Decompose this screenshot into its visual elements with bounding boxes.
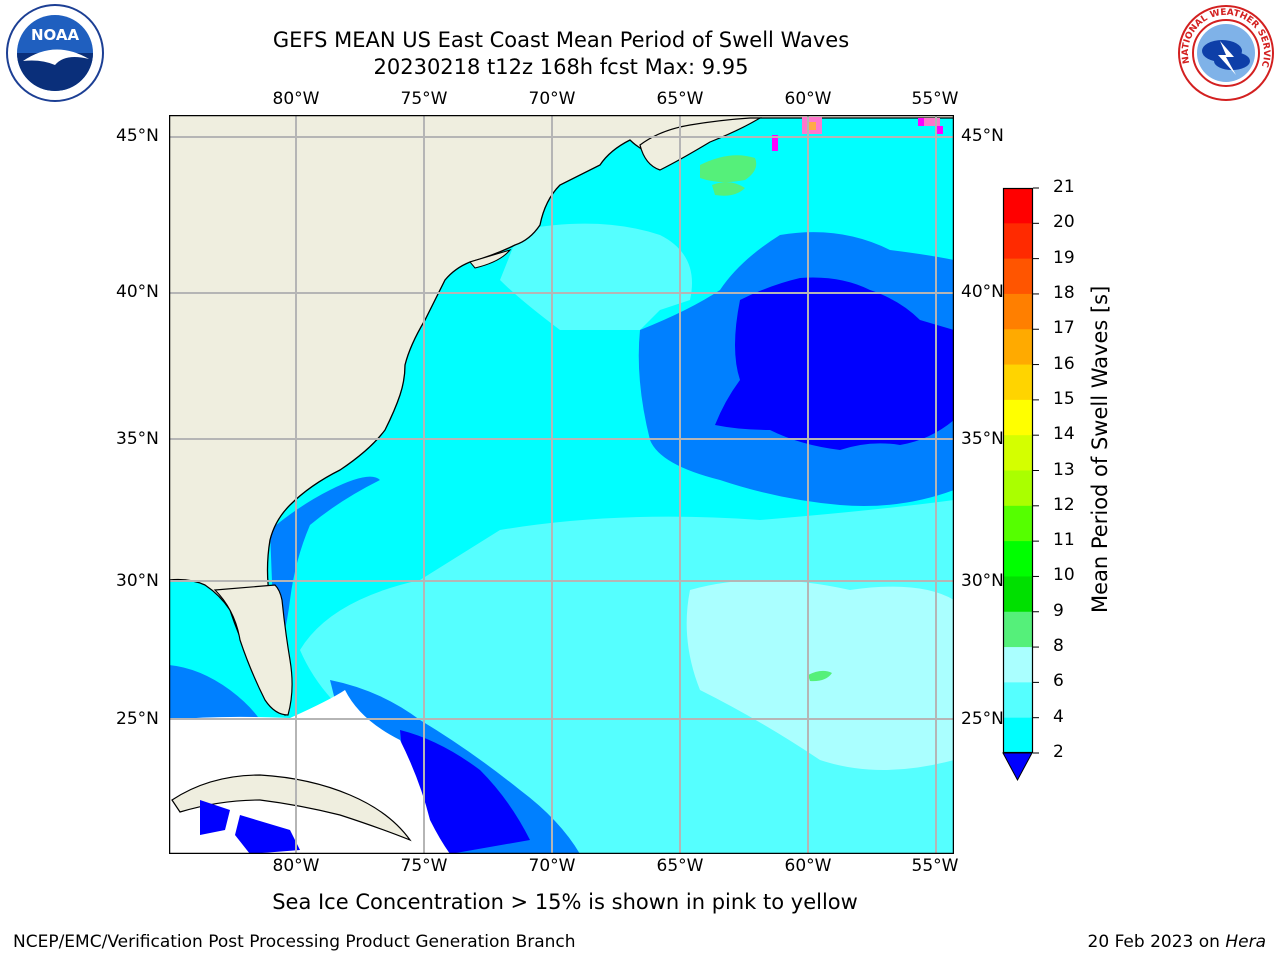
lon-label-top: 60°W [784,89,832,109]
lon-label-bottom: 75°W [400,856,448,876]
colorbar-cell [1003,576,1033,613]
colorbar-cell [1003,329,1033,366]
date-text: 20 Feb 2023 on Hera [1088,932,1266,952]
colorbar-tick-label: 15 [1053,388,1075,409]
date-label: 20 Feb 2023 on [1087,932,1220,952]
lon-label-top: 70°W [528,89,576,109]
colorbar-tick-label: 10 [1053,565,1075,586]
lon-label-bottom: 65°W [656,856,704,876]
nws-logo: NATIONAL WEATHER SERVICE [1176,3,1274,101]
caribbean-blue-patches [200,800,300,854]
lat-label-left: 35°N [116,429,159,449]
swell-period-map [169,115,954,854]
colorbar-cell [1003,293,1033,330]
colorbar-cell [1003,258,1033,295]
colorbar-tick-label: 18 [1053,282,1075,303]
colorbar-cell [1003,435,1033,471]
colorbar-tick-label: 11 [1053,530,1075,551]
colorbar-tick-label: 14 [1053,424,1075,445]
lon-label-top: 55°W [911,89,959,109]
lon-label-bottom: 55°W [911,856,959,876]
colorbar-cell [1003,717,1033,754]
lon-label-bottom: 60°W [784,856,832,876]
colorbar-tick-label: 6 [1053,671,1064,692]
colorbar [1002,187,1039,782]
colorbar-tick-label: 12 [1053,494,1075,515]
colorbar-cell [1003,470,1033,507]
colorbar-tick-label: 4 [1053,706,1064,727]
colorbar-cell [1003,682,1033,719]
noaa-logo: NOAA [6,4,104,102]
map-frame [169,115,954,854]
colorbar-tick-label: 20 [1053,212,1075,233]
sea-ice-note: Sea Ice Concentration > 15% is shown in … [272,890,858,914]
lat-label-right: 25°N [961,709,1004,729]
svg-text:NOAA: NOAA [31,26,80,44]
land-long-island [469,249,512,269]
lon-label-bottom: 80°W [272,856,320,876]
lat-label-right: 35°N [961,429,1004,449]
chart-subtitle: 20230218 t12z 168h fcst Max: 9.95 [373,55,749,79]
machine-name: Hera [1225,932,1266,952]
colorbar-frame [1002,187,1034,754]
colorbar-tick-label: 9 [1053,600,1064,621]
lon-label-top: 80°W [272,89,320,109]
lon-label-top: 75°W [400,89,448,109]
colorbar-cell [1003,647,1033,683]
colorbar-cell [1003,611,1033,648]
colorbar-cell [1003,188,1033,224]
colorbar-tick-label: 17 [1053,318,1075,339]
colorbar-tick-label: 13 [1053,459,1075,480]
lat-label-left: 30°N [116,571,159,591]
credit-text: NCEP/EMC/Verification Post Processing Pr… [13,932,576,952]
lat-label-left: 25°N [116,709,159,729]
map-gridlines [169,115,954,854]
colorbar-cell [1003,541,1033,577]
land-nova-scotia [639,117,763,171]
colorbar-tick-label: 21 [1053,177,1075,197]
colorbar-cell [1003,399,1033,436]
colorbar-cell [1003,223,1033,260]
land-cuba [171,774,412,842]
colorbar-tick-label: 8 [1053,636,1064,657]
chart-title: GEFS MEAN US East Coast Mean Period of S… [272,28,850,52]
colorbar-tick-label: 16 [1053,353,1075,374]
colorbar-tick-label: 19 [1053,247,1075,268]
bahamas-dark-region [400,730,530,854]
colorbar-underflow-triangle [1002,752,1033,782]
lat-label-left: 45°N [116,126,159,146]
period-2-4-region-coastal [270,476,380,660]
land-florida [213,584,293,716]
lat-label-right: 30°N [961,571,1004,591]
lat-label-left: 40°N [116,282,159,302]
lat-label-right: 45°N [961,126,1004,146]
colorbar-cell [1003,505,1033,542]
colorbar-label: Mean Period of Swell Waves [s] [1088,285,1112,613]
lon-label-top: 65°W [656,89,704,109]
colorbar-tick-label: 2 [1053,742,1064,762]
period-below-2-region-atlantic [715,277,954,450]
lon-label-bottom: 70°W [528,856,576,876]
colorbar-cell [1003,364,1033,401]
lat-label-right: 40°N [961,282,1004,302]
